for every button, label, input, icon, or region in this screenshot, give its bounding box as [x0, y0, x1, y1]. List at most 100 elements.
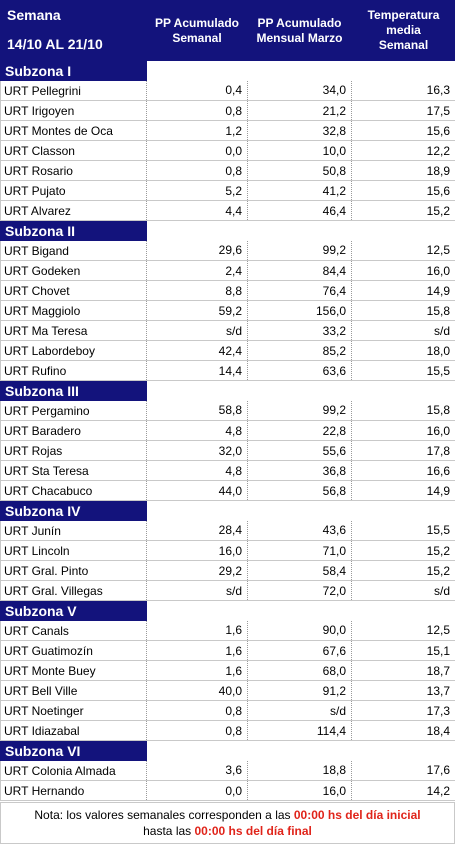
pp-week-value: 0,4 — [146, 80, 248, 101]
station-name: URT Maggiolo — [0, 300, 147, 321]
pp-month-value: 22,8 — [247, 420, 352, 441]
station-name: URT Pellegrini — [0, 80, 147, 101]
temp-value: 17,6 — [351, 760, 455, 781]
pp-week-header-line2: Semanal — [172, 30, 222, 45]
pp-month-value: 67,6 — [247, 640, 352, 661]
station-row: URT Noetinger 0,8 s/d 17,3 — [0, 700, 455, 721]
pp-month-value: 50,8 — [247, 160, 352, 181]
station-name: URT Colonia Almada — [0, 760, 147, 781]
temp-header-line1: Temperatura — [367, 8, 440, 22]
zone-name: Subzona IV — [0, 500, 147, 521]
pp-month-header: PP Acumulado Mensual Marzo — [247, 0, 352, 61]
temp-value: 17,5 — [351, 100, 455, 121]
pp-week-value: s/d — [146, 320, 248, 341]
pp-week-value: 1,6 — [146, 660, 248, 681]
station-row: URT Baradero 4,8 22,8 16,0 — [0, 420, 455, 441]
station-name: URT Noetinger — [0, 700, 147, 721]
temp-header-line3: Semanal — [378, 38, 429, 52]
pp-week-value: 2,4 — [146, 260, 248, 281]
temp-value: 14,9 — [351, 280, 455, 301]
temp-value: s/d — [351, 320, 455, 341]
station-row: URT Godeken 2,4 84,4 16,0 — [0, 260, 455, 281]
zone-name: Subzona V — [0, 600, 147, 621]
pp-month-value: s/d — [247, 700, 352, 721]
pp-month-value: 36,8 — [247, 460, 352, 481]
week-header: Semana 14/10 AL 21/10 — [0, 0, 147, 61]
pp-month-value: 76,4 — [247, 280, 352, 301]
pp-month-value: 71,0 — [247, 540, 352, 561]
station-name: URT Chovet — [0, 280, 147, 301]
zone-row: Subzona II — [0, 220, 455, 241]
pp-week-value: 1,2 — [146, 120, 248, 141]
temp-value: 15,6 — [351, 120, 455, 141]
pp-week-value: 0,8 — [146, 700, 248, 721]
station-name: URT Idiazabal — [0, 720, 147, 741]
station-row: URT Classon 0,0 10,0 12,2 — [0, 140, 455, 161]
note-highlight-1: 00:00 hs del día inicial — [293, 808, 421, 822]
pp-week-value: 1,6 — [146, 620, 248, 641]
pp-week-value: s/d — [146, 580, 248, 601]
pp-week-value: 16,0 — [146, 540, 248, 561]
pp-month-value: 114,4 — [247, 720, 352, 741]
pp-month-value: 21,2 — [247, 100, 352, 121]
station-row: URT Chovet 8,8 76,4 14,9 — [0, 280, 455, 301]
pp-month-value: 99,2 — [247, 240, 352, 261]
zone-row: Subzona I — [0, 60, 455, 81]
pp-week-value: 0,0 — [146, 140, 248, 161]
temp-value: 14,9 — [351, 480, 455, 501]
pp-month-value: 91,2 — [247, 680, 352, 701]
station-name: URT Ma Teresa — [0, 320, 147, 341]
pp-week-value: 4,8 — [146, 420, 248, 441]
pp-month-value: 56,8 — [247, 480, 352, 501]
pp-week-value: 29,6 — [146, 240, 248, 261]
temp-header-line2: media — [386, 23, 421, 37]
temp-value: s/d — [351, 580, 455, 601]
pp-month-value: 41,2 — [247, 180, 352, 201]
station-name: URT Godeken — [0, 260, 147, 281]
zone-row: Subzona III — [0, 380, 455, 401]
station-name: URT Rosario — [0, 160, 147, 181]
station-row: URT Canals 1,6 90,0 12,5 — [0, 620, 455, 641]
temp-value: 16,0 — [351, 260, 455, 281]
station-name: URT Pergamino — [0, 400, 147, 421]
temp-value: 18,7 — [351, 660, 455, 681]
pp-month-value: 16,0 — [247, 780, 352, 801]
zone-name: Subzona VI — [0, 740, 147, 761]
pp-month-value: 18,8 — [247, 760, 352, 781]
station-row: URT Chacabuco 44,0 56,8 14,9 — [0, 480, 455, 501]
temp-value: 17,8 — [351, 440, 455, 461]
pp-week-value: 42,4 — [146, 340, 248, 361]
pp-month-value: 84,4 — [247, 260, 352, 281]
zone-name: Subzona II — [0, 220, 147, 241]
pp-month-header-line1: PP Acumulado — [257, 15, 342, 30]
temp-value: 14,2 — [351, 780, 455, 801]
station-name: URT Baradero — [0, 420, 147, 441]
pp-week-value: 28,4 — [146, 520, 248, 541]
station-name: URT Bell Ville — [0, 680, 147, 701]
pp-week-value: 5,2 — [146, 180, 248, 201]
pp-week-value: 0,8 — [146, 100, 248, 121]
zone-row: Subzona IV — [0, 500, 455, 521]
pp-week-value: 4,8 — [146, 460, 248, 481]
report-table: Semana 14/10 AL 21/10 PP Acumulado Seman… — [0, 0, 455, 801]
pp-month-value: 46,4 — [247, 200, 352, 221]
zone-spacer — [146, 600, 455, 621]
station-row: URT Sta Teresa 4,8 36,8 16,6 — [0, 460, 455, 481]
pp-month-value: 10,0 — [247, 140, 352, 161]
station-name: URT Gral. Pinto — [0, 560, 147, 581]
temp-value: 16,3 — [351, 80, 455, 101]
pp-week-value: 4,4 — [146, 200, 248, 221]
pp-month-value: 58,4 — [247, 560, 352, 581]
pp-month-value: 90,0 — [247, 620, 352, 641]
temp-value: 15,2 — [351, 540, 455, 561]
zone-spacer — [146, 60, 455, 81]
report-body: Subzona I URT Pellegrini 0,4 34,0 16,3 URT Ir… — [0, 60, 455, 801]
header-row: Semana 14/10 AL 21/10 PP Acumulado Seman… — [0, 0, 455, 61]
station-name: URT Rojas — [0, 440, 147, 461]
pp-week-value: 1,6 — [146, 640, 248, 661]
station-name: URT Hernando — [0, 780, 147, 801]
station-name: URT Sta Teresa — [0, 460, 147, 481]
pp-week-value: 59,2 — [146, 300, 248, 321]
zone-name: Subzona III — [0, 380, 147, 401]
temp-value: 15,1 — [351, 640, 455, 661]
